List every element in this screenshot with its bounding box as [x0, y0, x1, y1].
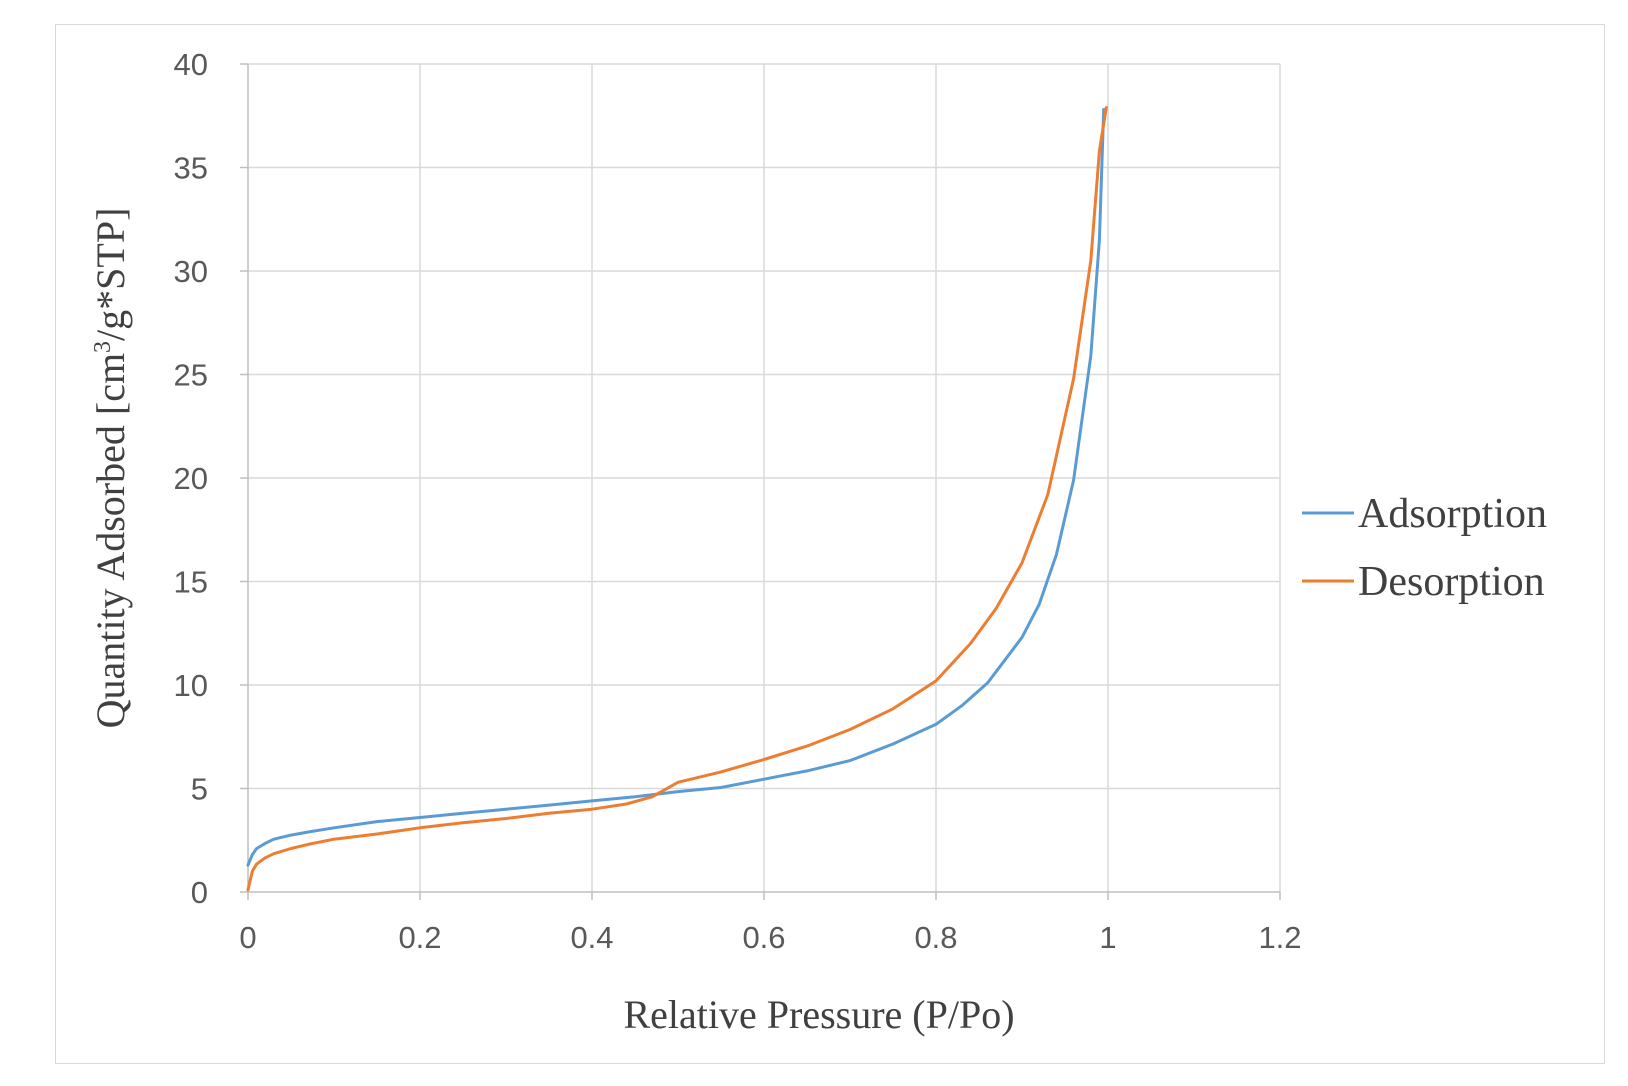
y-axis-title-tail: /g*STP] [88, 208, 133, 341]
axes [240, 63, 1281, 900]
gridlines [248, 63, 1281, 892]
legend-label-desorption: Desorption [1358, 559, 1545, 605]
x-tick-label: 0 [239, 920, 256, 955]
y-tick-label: 30 [174, 254, 208, 289]
series-line-desorption [246, 106, 1108, 892]
x-tick-label: 0.6 [742, 920, 785, 955]
legend: Adsorption Desorption [1302, 491, 1547, 605]
y-tick-label: 25 [174, 358, 208, 393]
series-line-adsorption [246, 108, 1106, 867]
x-tick-label: 1 [1099, 920, 1116, 955]
y-axis-title-superscript: 3 [90, 341, 116, 353]
legend-label-adsorption: Adsorption [1358, 491, 1547, 537]
chart-area [55, 24, 1605, 1064]
series-lines [246, 106, 1108, 892]
x-tick-label: 0.8 [914, 920, 957, 955]
y-tick-label: 0 [191, 875, 208, 910]
y-tick-label: 20 [174, 461, 208, 496]
y-tick-label: 40 [174, 47, 208, 82]
y-axis-title: Quantity Adsorbed [cm3/g*STP] [88, 208, 133, 729]
x-tick-label: 0.4 [570, 920, 613, 955]
y-tick-label: 5 [191, 772, 208, 807]
y-tick-label: 15 [174, 565, 208, 600]
tick-labels: 0 5 10 15 20 25 30 35 40 0 0.2 0.4 0.6 0.8 1 1.2 [174, 47, 1302, 955]
x-axis-title: Relative Pressure (P/Po) [623, 992, 1014, 1037]
x-tick-label: 1.2 [1258, 920, 1301, 955]
x-tick-label: 0.2 [398, 920, 441, 955]
y-tick-label: 10 [174, 668, 208, 703]
y-tick-label: 35 [174, 151, 208, 186]
y-axis-title-main: Quantity Adsorbed [cm [88, 353, 133, 729]
